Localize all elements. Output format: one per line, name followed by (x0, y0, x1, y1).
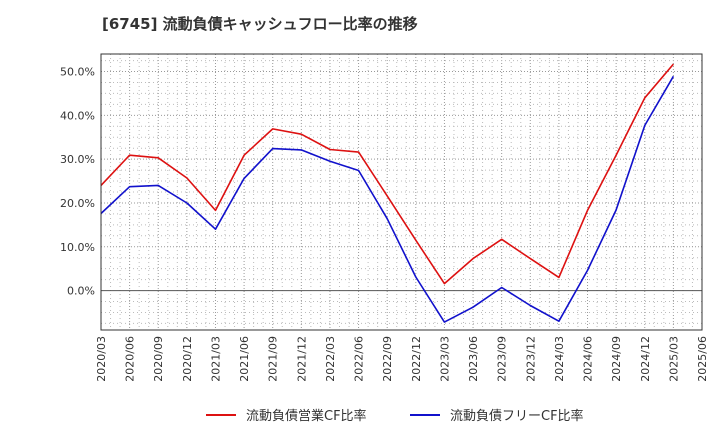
y-tick-label: 0.0% (67, 285, 95, 298)
y-tick-label: 40.0% (60, 109, 95, 122)
x-axis: 2020/03 2020/06 2020/09 2020/12 2021/03 2021/… (95, 336, 709, 382)
x-tick-label: 2022/12 (410, 336, 423, 382)
y-tick-label: 30.0% (60, 153, 95, 166)
grid (101, 54, 702, 330)
x-tick-label: 2020/03 (95, 336, 108, 382)
legend-label-1: 流動負債営業CF比率 (246, 408, 367, 424)
x-tick-label: 2021/09 (267, 336, 280, 382)
x-tick-label: 2020/12 (181, 336, 194, 382)
x-tick-label: 2023/03 (438, 336, 451, 382)
x-tick-label: 2025/06 (696, 336, 709, 382)
plot-frame (100, 53, 703, 331)
series-line-2 (100, 75, 675, 323)
y-tick-label: 10.0% (60, 241, 95, 254)
legend-label-2: 流動負債フリーCF比率 (450, 408, 584, 424)
x-tick-label: 2022/06 (353, 336, 366, 382)
x-tick-label: 2024/12 (639, 336, 652, 382)
x-tick-label: 2020/09 (152, 336, 165, 382)
series-line-1 (100, 63, 675, 285)
x-tick-label: 2024/03 (553, 336, 566, 382)
x-tick-label: 2020/06 (124, 336, 137, 382)
x-tick-label: 2023/12 (524, 336, 537, 382)
series-lines (100, 63, 675, 323)
y-tick-label: 20.0% (60, 197, 95, 210)
x-tick-label: 2025/03 (667, 336, 680, 382)
legend: 流動負債営業CF比率 流動負債フリーCF比率 (206, 408, 584, 424)
x-tick-label: 2021/06 (238, 336, 251, 382)
x-tick-label: 2024/09 (610, 336, 623, 382)
y-axis: 0.0% 10.0% 20.0% 30.0% 40.0% 50.0% (60, 66, 95, 298)
x-tick-label: 2021/12 (295, 336, 308, 382)
y-tick-label: 50.0% (60, 66, 95, 79)
x-tick-label: 2022/09 (381, 336, 394, 382)
x-tick-label: 2023/06 (467, 336, 480, 382)
x-tick-label: 2021/03 (209, 336, 222, 382)
x-tick-label: 2023/09 (496, 336, 509, 382)
chart-title: [6745] 流動負債キャッシュフロー比率の推移 (102, 15, 418, 33)
x-tick-label: 2022/03 (324, 336, 337, 382)
x-tick-label: 2024/06 (582, 336, 595, 382)
